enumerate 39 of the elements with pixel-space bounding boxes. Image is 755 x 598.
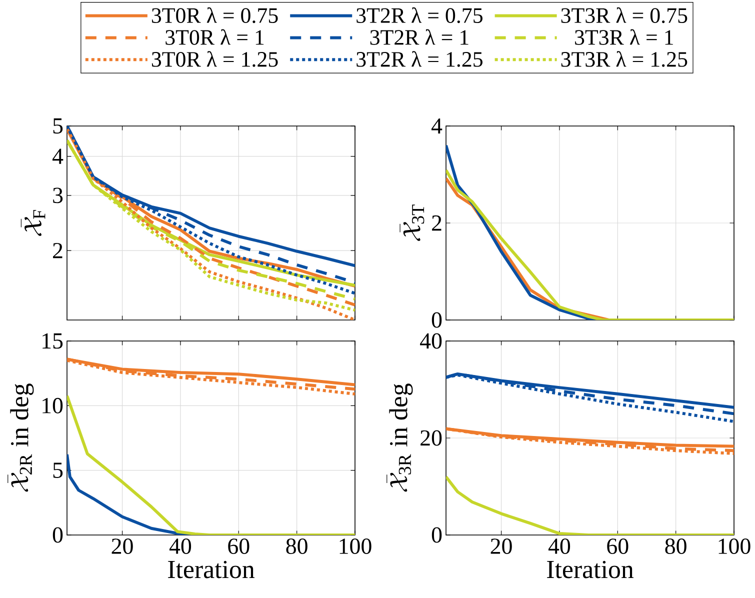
x-axis-title: Iteration: [547, 560, 634, 578]
y-tick-label: 5: [53, 462, 63, 478]
x-tick-label: 60: [228, 538, 250, 554]
legend-label: 3T3R λ = 0.75: [561, 7, 688, 24]
legend-label: 3T2R λ = 1: [370, 29, 468, 45]
x-tick-label: 40: [548, 538, 570, 554]
legend-label: 3T2R λ = 1.25: [356, 51, 482, 67]
x-tick-label: 100: [340, 538, 372, 554]
y-tick-label: 2: [53, 242, 62, 258]
y-axis-title: $\bar{\mathcal{X}}_{\mathrm{3R}}\ \mathrm{in\ deg}$: [386, 384, 413, 492]
x-tick-label: 20: [490, 538, 512, 554]
legend-label: 3T2R λ = 0.75: [356, 7, 482, 24]
y-axis-title: $\bar{\mathcal{X}}_{\mathrm{F}}$: [20, 210, 46, 236]
x-axis-title: Iteration: [168, 560, 254, 578]
y-tick-label: 2: [432, 215, 442, 231]
x-tick-label: 80: [286, 538, 308, 554]
legend-label: 3T3R λ = 1.25: [561, 51, 688, 67]
y-tick-label: 0: [432, 312, 442, 328]
y-tick-label: 0: [52, 527, 63, 543]
legend-label: 3T0R λ = 0.75: [152, 7, 278, 24]
y-axis-title: $\bar{\mathcal{X}}_{\mathrm{3T}}$: [400, 204, 424, 241]
x-tick-label: 100: [718, 538, 750, 554]
x-tick-label: 20: [112, 538, 133, 554]
y-tick-label: 5: [53, 118, 63, 134]
x-tick-label: 60: [607, 538, 628, 554]
y-tick-label: 10: [42, 398, 63, 414]
y-axis-title: $\bar{\mathcal{X}}_{\mathrm{2R}}\ \mathrm{in\ deg}$: [8, 384, 34, 492]
y-tick-label: 3: [53, 188, 63, 204]
y-tick-label: 4: [52, 148, 64, 164]
y-tick-label: 15: [42, 333, 63, 349]
legend-label: 3T3R λ = 1: [575, 29, 673, 45]
y-tick-label: 4: [431, 118, 442, 134]
x-tick-label: 40: [169, 538, 192, 554]
legend-label: 3T0R λ = 1: [166, 29, 264, 45]
y-tick-label: 40: [420, 333, 442, 349]
y-tick-label: 0: [432, 527, 442, 543]
y-tick-label: 20: [420, 430, 442, 446]
x-tick-label: 80: [665, 538, 686, 554]
legend-label: 3T0R λ = 1.25: [152, 51, 278, 67]
